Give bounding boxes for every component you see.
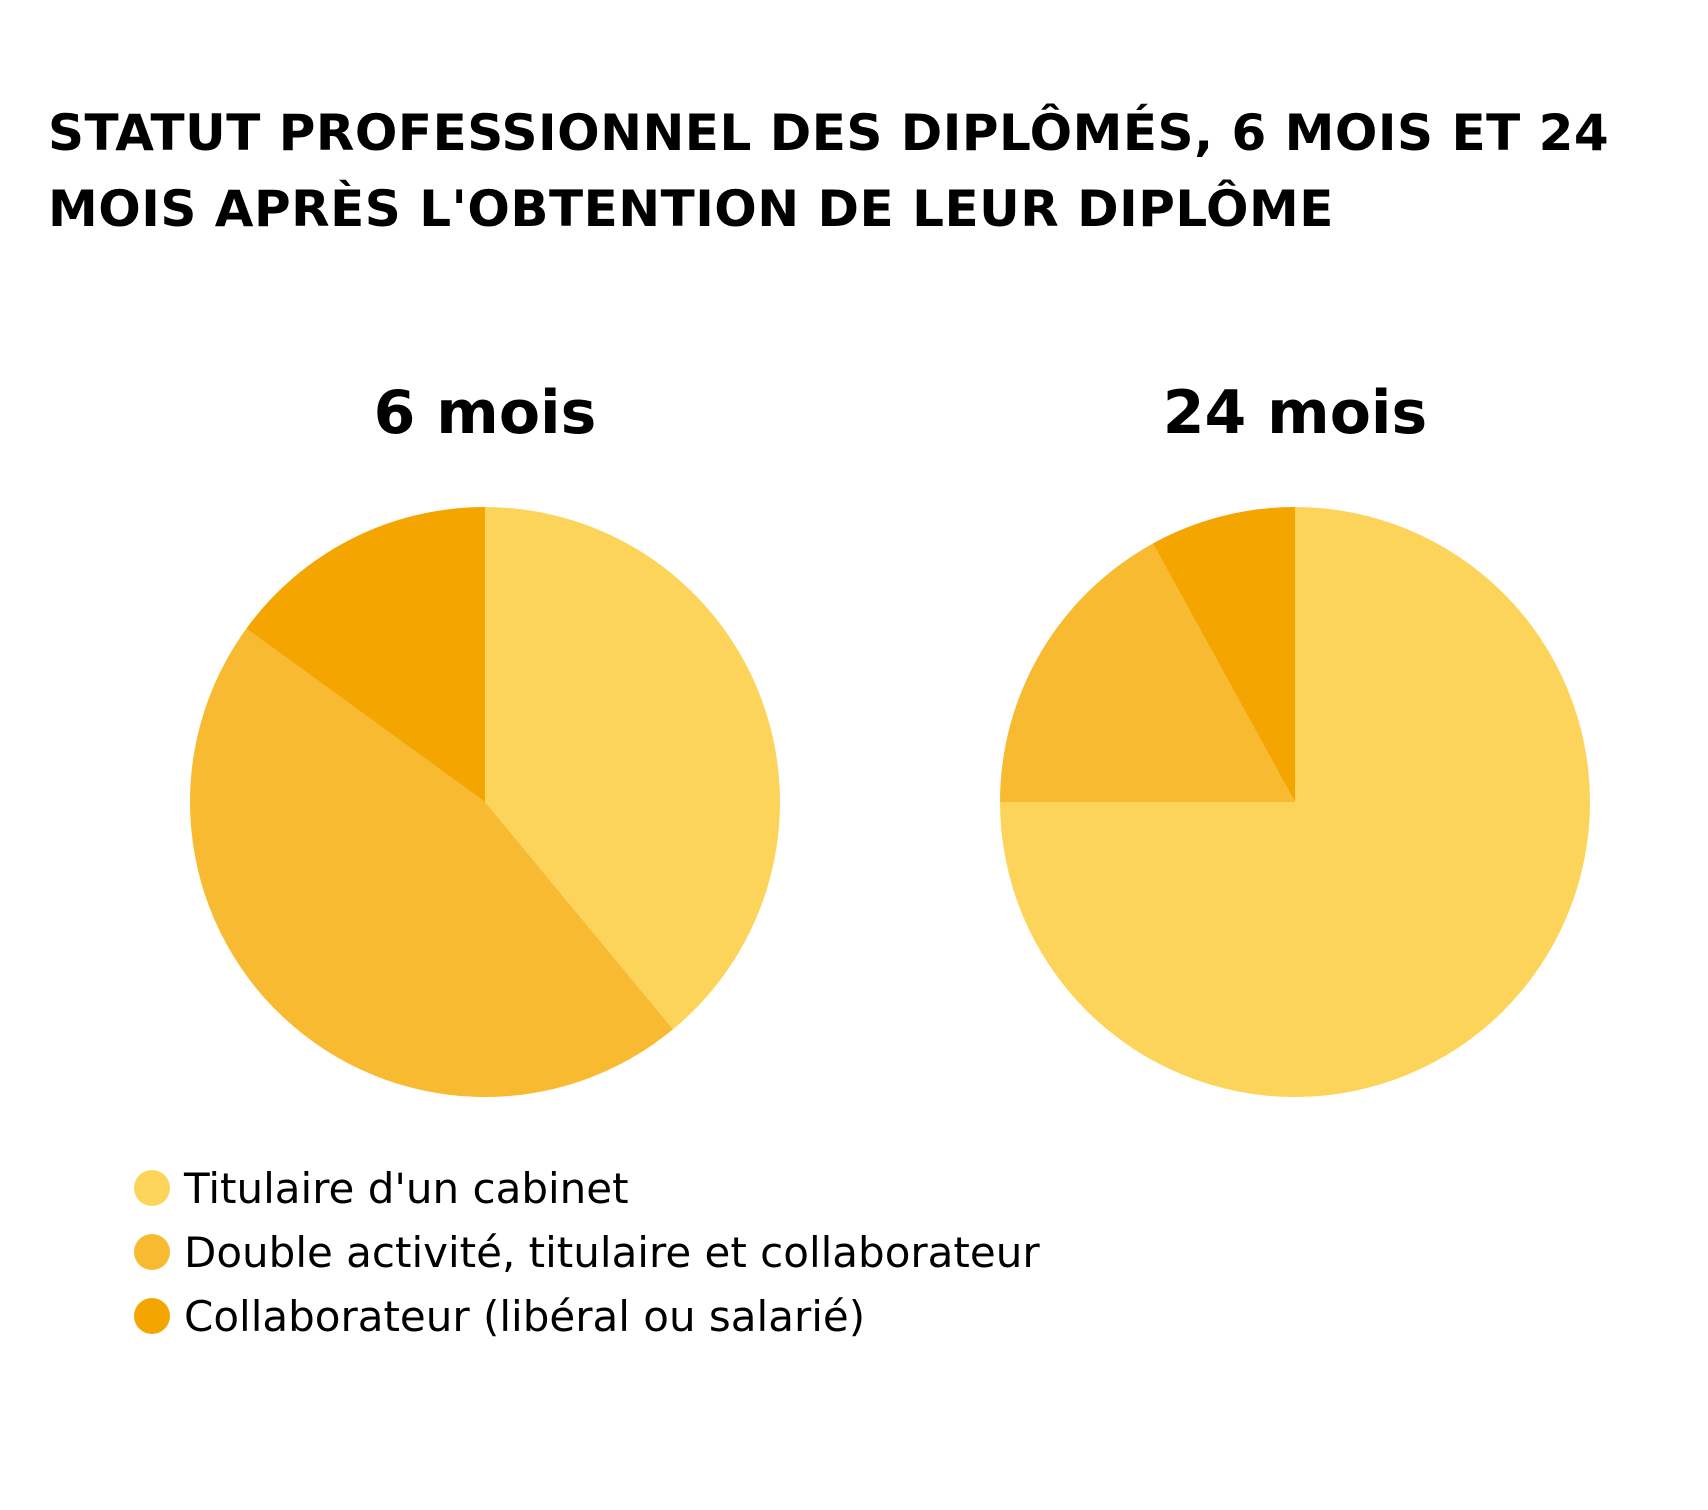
legend-swatch-titulaire (134, 1170, 170, 1206)
pie-6-mois-slice-titulaire (485, 507, 780, 1030)
chart-title: Statut professionnel des diplômés, 6 moi… (48, 104, 1610, 238)
legend: Titulaire d'un cabinet Double activité, … (134, 1156, 1040, 1348)
pie-title-6-mois: 6 mois (373, 378, 597, 448)
pie-6-mois-slice-collaborateur (246, 507, 485, 802)
legend-label-collaborateur: Collaborateur (libéral ou salarié) (184, 1291, 866, 1341)
legend-item-collaborateur: Collaborateur (libéral ou salarié) (134, 1284, 1040, 1348)
legend-item-titulaire: Titulaire d'un cabinet (134, 1156, 1040, 1220)
legend-item-double-activite: Double activité, titulaire et collaborat… (134, 1220, 1040, 1284)
pie-6-mois-slice-double-activite (189, 628, 674, 1098)
pie-24-mois-slice-double-activite (1000, 543, 1295, 802)
legend-swatch-collaborateur (134, 1298, 170, 1334)
legend-label-titulaire: Titulaire d'un cabinet (184, 1163, 629, 1213)
legend-label-double-activite: Double activité, titulaire et collaborat… (184, 1227, 1040, 1277)
pie-title-24-mois: 24 mois (1162, 378, 1428, 448)
pie-24-mois-slice-collaborateur (1152, 507, 1295, 802)
legend-swatch-double-activite (134, 1234, 170, 1270)
